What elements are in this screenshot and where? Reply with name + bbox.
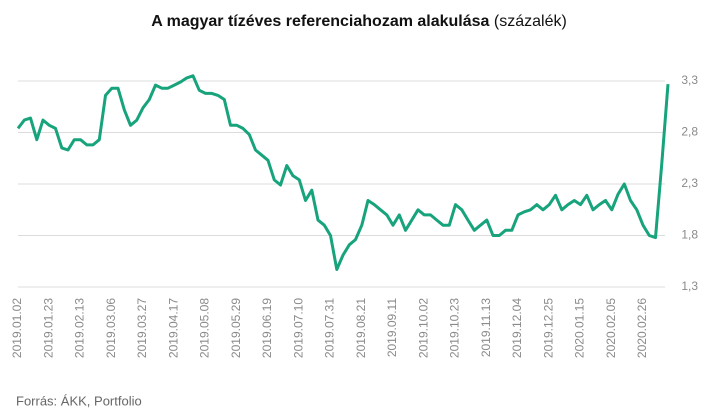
x-tick-label: 2019.04.17 bbox=[166, 298, 180, 358]
y-tick-label: 3,3 bbox=[681, 73, 698, 87]
x-tick-label: 2019.12.04 bbox=[510, 298, 524, 358]
x-tick-label: 2019.10.23 bbox=[448, 298, 462, 358]
title-unit: (százalék) bbox=[494, 13, 567, 30]
y-tick-label: 1,8 bbox=[681, 228, 698, 242]
x-tick-label: 2019.03.06 bbox=[104, 298, 118, 358]
x-tick-label: 2020.02.05 bbox=[604, 298, 618, 358]
x-tick-label: 2019.06.19 bbox=[260, 298, 274, 358]
x-tick-label: 2019.01.02 bbox=[10, 298, 24, 358]
x-tick-label: 2020.02.26 bbox=[635, 298, 649, 358]
x-tick-label: 2019.07.31 bbox=[323, 298, 337, 358]
y-tick-label: 2,3 bbox=[681, 176, 698, 190]
title-main: A magyar tízéves referenciahozam alakulá… bbox=[151, 13, 489, 30]
x-tick-label: 2019.09.11 bbox=[385, 298, 399, 357]
chart-title: A magyar tízéves referenciahozam alakulá… bbox=[151, 13, 567, 30]
x-tick-label: 2019.12.25 bbox=[541, 298, 555, 358]
x-tick-label: 2019.05.08 bbox=[198, 298, 212, 358]
y-tick-label: 1,3 bbox=[681, 279, 698, 293]
x-tick-label: 2019.10.02 bbox=[416, 298, 430, 358]
source: Forrás: ÁKK, Portfolio bbox=[16, 393, 142, 408]
x-tick-label: 2019.08.21 bbox=[354, 298, 368, 358]
x-tick-label: 2020.01.15 bbox=[573, 298, 587, 358]
line bbox=[16, 74, 670, 271]
x-tick-label: 2019.05.29 bbox=[229, 298, 243, 358]
x-tick-label: 2019.07.10 bbox=[291, 298, 305, 358]
x-tick-label: 2019.01.23 bbox=[41, 298, 55, 358]
x-tick-label: 2019.03.27 bbox=[135, 298, 149, 358]
y-tick-label: 2,8 bbox=[681, 125, 698, 139]
x-tick-label: 2019.11.13 bbox=[479, 298, 493, 357]
x-tick-label: 2019.02.13 bbox=[73, 298, 87, 358]
